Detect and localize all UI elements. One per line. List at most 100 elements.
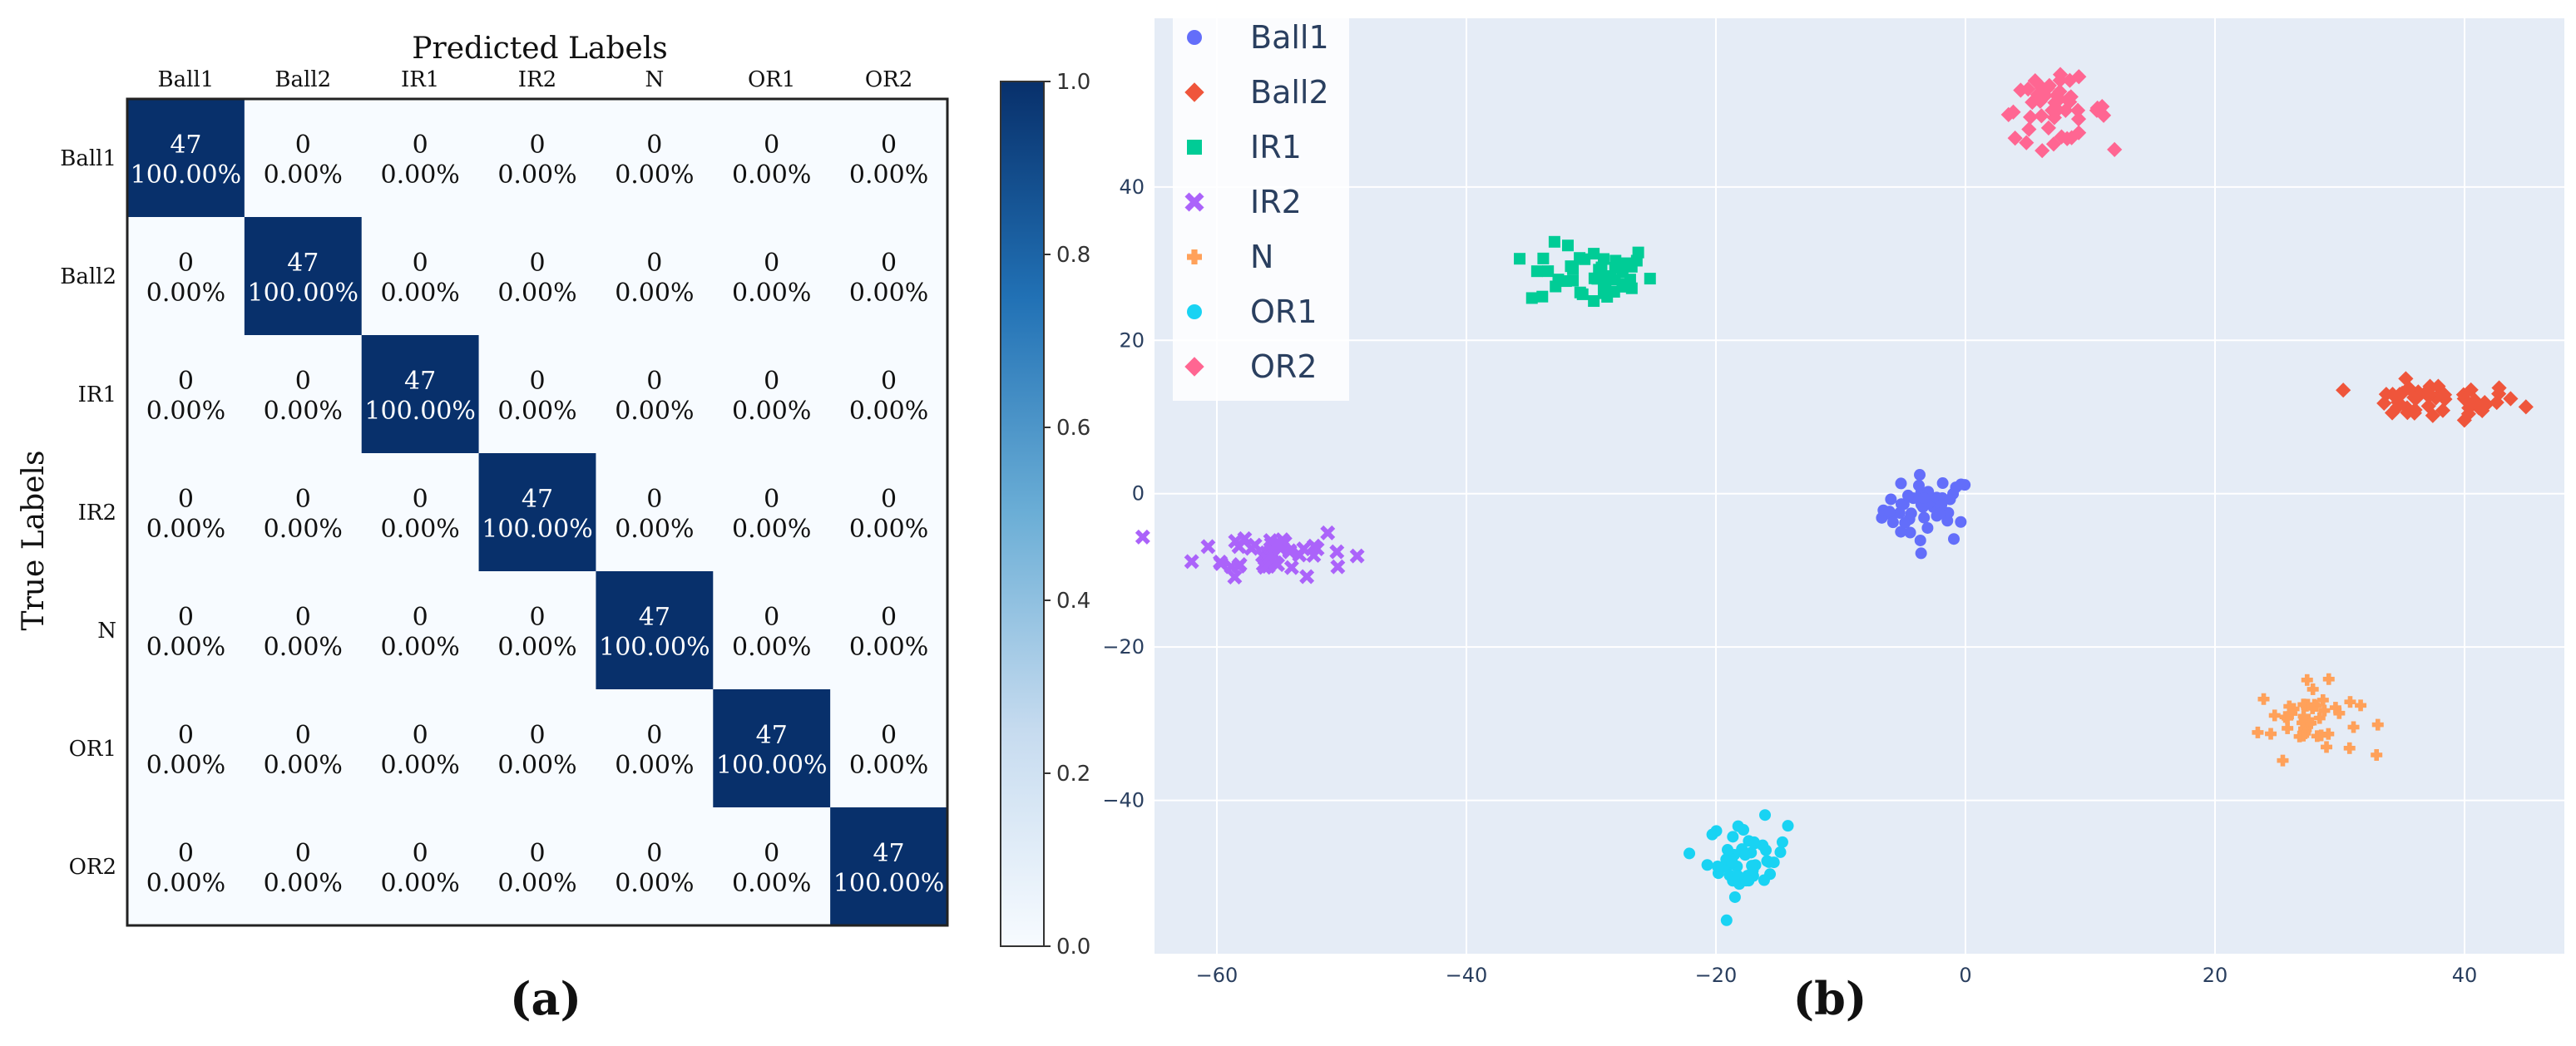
scatter-point	[1552, 274, 1565, 286]
scatter-point	[2071, 69, 2087, 85]
legend-item-n[interactable]: N	[1187, 239, 1273, 275]
cm-y-tick-label: N	[97, 619, 116, 644]
cm-cell-percent: 0.00%	[264, 751, 343, 780]
scatter-point	[1514, 253, 1526, 265]
scatter-point	[1548, 235, 1560, 248]
confusion-matrix-ylabel: True Labels	[17, 451, 51, 631]
scatter-point	[2277, 754, 2289, 767]
scatter-point	[1955, 516, 1967, 528]
scatter-point	[2297, 710, 2310, 723]
cm-cell-count: 47	[404, 367, 436, 396]
legend-item-ir2[interactable]: IR2	[1184, 184, 1302, 220]
legend-item-ball1[interactable]: Ball1	[1187, 19, 1329, 56]
cm-cell-percent: 0.00%	[732, 869, 811, 898]
scatter-x-tick-label: 20	[2203, 964, 2228, 987]
scatter-point	[2343, 742, 2356, 754]
scatter-x-tick-label: 40	[2452, 964, 2478, 987]
cm-cell	[478, 807, 596, 926]
cm-cell	[361, 453, 480, 572]
cm-cell-count: 0	[295, 839, 311, 868]
scatter-tick-labels: −60 −40 −20 0 20 40 −40 −20 0 20 40	[1102, 175, 2477, 987]
scatter-point	[1598, 272, 1610, 284]
scatter-point	[1247, 537, 1263, 553]
colorbar-tick-label: 0.8	[1056, 243, 1090, 268]
scatter-point	[2371, 748, 2383, 761]
cm-cell	[478, 689, 596, 808]
scatter-point-stroke	[1224, 559, 1239, 575]
cm-cell	[127, 689, 245, 808]
cm-cell-percent: 100.00%	[482, 515, 592, 544]
scatter-point	[1883, 506, 1896, 518]
cm-cell-count: 0	[295, 721, 311, 750]
cm-cell	[244, 571, 363, 690]
scatter-point	[2347, 721, 2360, 733]
cm-cell-percent: 0.00%	[380, 160, 459, 190]
scatter-point	[2301, 673, 2313, 686]
cm-y-tick-label: IR1	[78, 382, 116, 407]
scatter-series-or1	[1684, 809, 1794, 926]
cm-cell-percent: 0.00%	[264, 633, 343, 662]
cm-cell	[713, 217, 831, 336]
cm-x-tick-label: N	[645, 67, 664, 92]
cm-cell-count: 0	[646, 839, 662, 868]
cm-cell	[244, 453, 363, 572]
cm-cell-count: 0	[295, 367, 311, 396]
cm-cell-count: 0	[178, 485, 194, 514]
cm-cell-percent: 0.00%	[146, 751, 225, 780]
scatter-point	[2460, 406, 2476, 422]
cm-cell-percent: 0.00%	[732, 397, 811, 426]
cm-x-tick-label: IR2	[518, 67, 556, 92]
scatter-point	[2069, 102, 2086, 118]
cm-cell-percent: 100.00%	[364, 397, 475, 426]
cm-cell	[127, 99, 245, 218]
colorbar-tick-label: 0.0	[1056, 935, 1090, 960]
cm-cell	[713, 807, 831, 926]
legend-item-or1[interactable]: OR1	[1187, 294, 1318, 330]
scatter-point	[2313, 712, 2326, 724]
legend-item-ir1[interactable]: IR1	[1187, 129, 1302, 165]
cm-cell	[478, 571, 596, 690]
legend-background	[1173, 18, 1349, 401]
scatter-point	[2322, 673, 2335, 685]
scatter-point	[2034, 108, 2049, 124]
scatter-point	[2297, 729, 2310, 742]
scatter-point-stroke	[1231, 539, 1247, 555]
cm-cell-count: 47	[873, 839, 904, 868]
cm-cell-percent: 0.00%	[497, 633, 576, 662]
cm-y-tick-label: Ball2	[60, 264, 116, 289]
scatter-point	[2399, 400, 2415, 416]
scatter-point	[1720, 914, 1733, 926]
legend-marker-icon	[1184, 357, 1204, 377]
scatter-point	[2425, 407, 2440, 423]
scatter-point	[1758, 874, 1770, 886]
cm-cell-count: 0	[881, 603, 897, 632]
scatter-legend[interactable]: Ball1 Ball2 IR1 IR2 N OR1 OR2	[1173, 18, 1349, 401]
cm-cell-percent: 0.00%	[497, 279, 576, 308]
colorbar-tick-label: 0.6	[1056, 416, 1090, 441]
scatter-point	[1329, 544, 1345, 560]
scatter-point	[1711, 861, 1723, 873]
scatter-point	[2282, 722, 2294, 734]
scatter-point	[1782, 820, 1794, 832]
scatter-point	[1224, 559, 1239, 575]
confusion-matrix-title: Predicted Labels	[412, 32, 667, 66]
cm-cell	[244, 217, 363, 336]
cm-cell	[127, 807, 245, 926]
cm-cell	[713, 453, 831, 572]
cm-cell-percent: 0.00%	[732, 160, 811, 190]
legend-item-ball2[interactable]: Ball2	[1184, 74, 1329, 111]
scatter-point-stroke	[1268, 555, 1283, 570]
scatter-point	[2385, 387, 2400, 402]
scatter-point	[1537, 252, 1550, 264]
scatter-point	[2265, 728, 2277, 740]
cm-cell	[127, 335, 245, 454]
confusion-matrix-cells: 47100.00%00.00%00.00%00.00%00.00%00.00%0…	[127, 99, 948, 926]
scatter-point	[1886, 516, 1899, 529]
cm-y-tick-label: Ball1	[60, 146, 116, 171]
scatter-point	[2406, 405, 2422, 421]
scatter-point	[2021, 121, 2037, 137]
cm-cell	[478, 217, 596, 336]
legend-item-or2[interactable]: OR2	[1184, 348, 1318, 385]
cm-cell	[478, 335, 596, 454]
scatter-point	[1609, 262, 1621, 274]
